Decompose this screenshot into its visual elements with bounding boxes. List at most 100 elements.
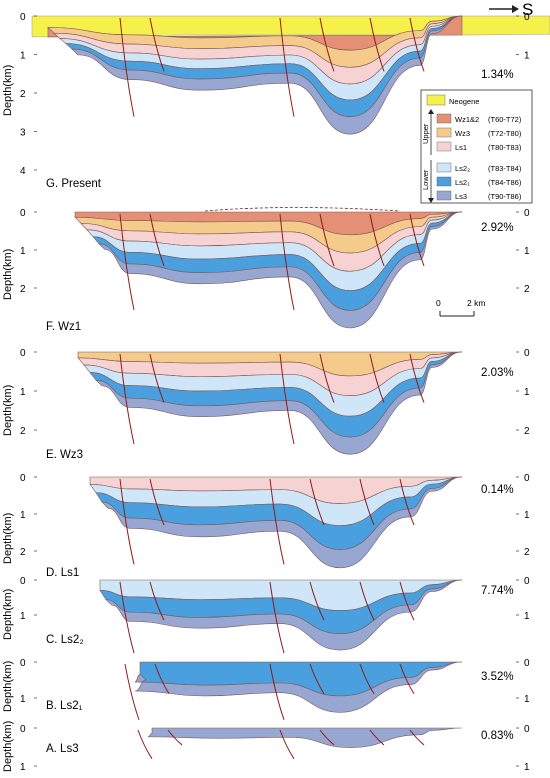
section-geology	[124, 661, 463, 720]
fault-line	[409, 729, 425, 746]
fault-line	[149, 17, 165, 72]
legend-label-neogene: Neogene	[449, 97, 479, 106]
depth-tick-label: 0	[524, 12, 530, 23]
scale-bar-length: 2 km	[467, 298, 485, 308]
fault-line	[369, 213, 385, 267]
layer-ls3	[147, 727, 463, 748]
fault-line	[279, 213, 295, 311]
depth-tick-label: 1	[20, 246, 26, 257]
depth-tick-label: 2	[20, 284, 26, 295]
panel-label: B. Ls2₁	[46, 700, 83, 712]
depth-tick-label: 0	[20, 658, 26, 669]
fault-line	[409, 17, 425, 72]
fault-line	[167, 729, 183, 746]
legend-label-wz3: Wz3	[455, 129, 470, 138]
layer-ls3	[98, 211, 463, 329]
legend-interval-wz3: (T72-T80)	[488, 129, 522, 138]
depth-tick-label: 0	[20, 348, 26, 359]
fault-line	[119, 353, 135, 445]
depth-tick-label: 1	[20, 510, 26, 521]
scale-bar-zero: 0	[436, 298, 441, 308]
legend-swatch-ls3	[436, 190, 452, 201]
depth-tick-label: 0	[20, 473, 26, 484]
layer-ls3	[71, 15, 463, 135]
fault-line	[124, 663, 140, 720]
panel-label: E. Wz3	[46, 449, 83, 461]
fault-line	[399, 663, 415, 695]
fault-line	[149, 478, 165, 526]
section-geology	[99, 579, 463, 654]
depth-tick-label: 1	[524, 246, 530, 257]
section-geology	[137, 727, 463, 760]
depth-tick-label: 2	[20, 426, 26, 437]
depth-tick-label: 0	[524, 576, 530, 587]
legend-interval-ls3: (T90-T86)	[488, 192, 522, 201]
fault-line	[359, 663, 375, 695]
depth-tick-label: 0	[524, 208, 530, 219]
depth-axis-label: Depth(km)	[2, 385, 14, 436]
arrowhead-icon	[512, 5, 519, 13]
legend-interval-ls21: (T84-T86)	[488, 178, 522, 187]
panel-label: F. Wz1	[46, 321, 81, 333]
legend-label-ls22: Ls2₂	[455, 164, 470, 173]
depth-tick-label: 2	[524, 547, 530, 558]
fault-line	[149, 213, 165, 267]
depth-tick-label: 1	[524, 611, 530, 622]
legend-label-wz12: Wz1&2	[455, 115, 479, 124]
fault-line	[269, 663, 285, 720]
fault-line	[279, 17, 295, 117]
fault-line	[309, 581, 325, 621]
legend-interval-wz12: (T60-T72)	[488, 115, 522, 124]
legend-swatch-wz3	[436, 127, 452, 138]
depth-tick-label: 3	[20, 128, 26, 139]
depth-tick-label: 1	[20, 762, 26, 773]
fault-line	[119, 581, 135, 654]
legend-swatch-ls21	[436, 176, 452, 187]
fault-line	[309, 478, 325, 526]
depth-tick-label: 1	[524, 387, 530, 398]
depth-tick-label: 1	[524, 762, 530, 773]
fault-line	[399, 478, 415, 526]
legend-swatch-ls22	[436, 162, 452, 173]
fault-line	[119, 17, 135, 117]
panel-ls3: Depth(km) A. Ls3 0.83% 0 0 1 1	[2, 721, 530, 773]
panel-label: D. Ls1	[46, 567, 79, 579]
depth-tick-label: 2	[524, 426, 530, 437]
legend-interval-ls1: (T80-T83)	[488, 143, 522, 152]
fault-line	[319, 353, 335, 403]
panel-present: Depth(km) G. Present 1.34% 0011223344	[2, 12, 550, 190]
fault-line	[369, 17, 385, 72]
extension-value: 7.74%	[481, 585, 514, 597]
panel-label: A. Ls3	[46, 743, 79, 755]
legend-swatch-ls1	[436, 141, 452, 152]
layer-ls3	[134, 661, 463, 713]
eroded-surface-line	[204, 207, 401, 212]
depth-tick-label: 0	[524, 658, 530, 669]
depth-axis-label: Depth(km)	[2, 65, 14, 116]
depth-tick-label: 0	[20, 12, 26, 23]
depth-tick-label: 4	[20, 166, 26, 177]
depth-tick-label: 0	[524, 348, 530, 359]
depth-axis-label: Depth(km)	[2, 589, 14, 640]
fault-line	[269, 478, 285, 565]
fault-line	[369, 353, 385, 403]
depth-tick-label: 0	[20, 576, 26, 587]
extension-value: 0.83%	[481, 730, 514, 742]
fault-line	[399, 581, 415, 621]
depth-tick-label: 2	[524, 284, 530, 295]
section-geology	[77, 351, 463, 455]
depth-tick-label: 1	[20, 51, 26, 62]
depth-tick-label: 1	[20, 611, 26, 622]
layer-ls3	[101, 476, 463, 569]
fault-line	[149, 353, 165, 403]
depth-tick-label: 2	[20, 89, 26, 100]
fault-line	[319, 729, 335, 746]
fault-line	[369, 729, 385, 746]
panel-ls2-2: Depth(km) C. Ls2₂ 7.74% 0 0 1 1	[2, 576, 530, 654]
panel-wz3: Depth(km) E. Wz3 2.03% 0 0 1 1 2 2	[2, 348, 530, 461]
fault-line	[154, 663, 170, 695]
fault-line	[409, 353, 425, 403]
fault-line	[149, 581, 165, 621]
fault-line	[269, 581, 285, 654]
